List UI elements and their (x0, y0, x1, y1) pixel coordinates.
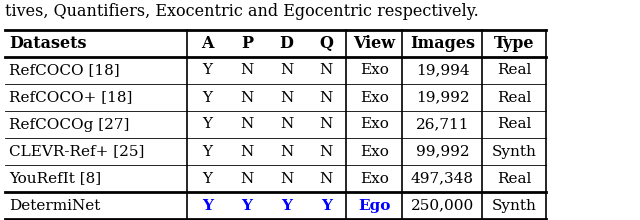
Text: RefCOCOg [27]: RefCOCOg [27] (9, 117, 129, 132)
Text: Ego: Ego (358, 198, 390, 213)
Text: N: N (280, 172, 293, 185)
Text: RefCOCO+ [18]: RefCOCO+ [18] (9, 90, 132, 104)
Text: 250,000: 250,000 (411, 198, 474, 213)
Text: Real: Real (497, 64, 532, 77)
Text: Y: Y (202, 198, 212, 213)
Text: 26,711: 26,711 (416, 117, 469, 132)
Text: Real: Real (497, 172, 532, 185)
Text: N: N (280, 117, 293, 132)
Text: 19,994: 19,994 (415, 64, 469, 77)
Text: N: N (240, 145, 253, 158)
Text: DetermiNet: DetermiNet (9, 198, 100, 213)
Text: N: N (319, 117, 333, 132)
Text: Type: Type (494, 35, 534, 52)
Text: Synth: Synth (492, 198, 537, 213)
Text: CLEVR-Ref+ [25]: CLEVR-Ref+ [25] (9, 145, 145, 158)
Text: Y: Y (202, 145, 212, 158)
Text: tives, Quantifiers, Exocentric and Egocentric respectively.: tives, Quantifiers, Exocentric and Egoce… (5, 3, 479, 20)
Text: Y: Y (241, 198, 252, 213)
Text: Y: Y (321, 198, 332, 213)
Text: Images: Images (410, 35, 475, 52)
Text: N: N (240, 172, 253, 185)
Text: 19,992: 19,992 (415, 90, 469, 104)
Text: Datasets: Datasets (9, 35, 86, 52)
Text: Synth: Synth (492, 145, 537, 158)
Text: N: N (240, 64, 253, 77)
Text: Y: Y (202, 64, 212, 77)
Text: N: N (280, 90, 293, 104)
Text: A: A (201, 35, 214, 52)
Text: N: N (319, 90, 333, 104)
Text: View: View (353, 35, 396, 52)
Text: Q: Q (319, 35, 333, 52)
Text: Exo: Exo (360, 64, 388, 77)
Text: N: N (319, 172, 333, 185)
Text: Exo: Exo (360, 172, 388, 185)
Text: D: D (280, 35, 294, 52)
Text: N: N (280, 145, 293, 158)
Text: Exo: Exo (360, 117, 388, 132)
Text: Exo: Exo (360, 90, 388, 104)
Text: Y: Y (202, 172, 212, 185)
Text: P: P (241, 35, 253, 52)
Text: Y: Y (281, 198, 292, 213)
Text: Real: Real (497, 117, 532, 132)
Text: YouRefIt [8]: YouRefIt [8] (9, 172, 101, 185)
Text: 497,348: 497,348 (411, 172, 474, 185)
Text: Y: Y (202, 117, 212, 132)
Text: Y: Y (202, 90, 212, 104)
Text: N: N (319, 145, 333, 158)
Text: N: N (240, 117, 253, 132)
Text: Real: Real (497, 90, 532, 104)
Text: N: N (319, 64, 333, 77)
Text: RefCOCO [18]: RefCOCO [18] (9, 64, 120, 77)
Text: N: N (240, 90, 253, 104)
Text: N: N (280, 64, 293, 77)
Text: Exo: Exo (360, 145, 388, 158)
Text: 99,992: 99,992 (415, 145, 469, 158)
